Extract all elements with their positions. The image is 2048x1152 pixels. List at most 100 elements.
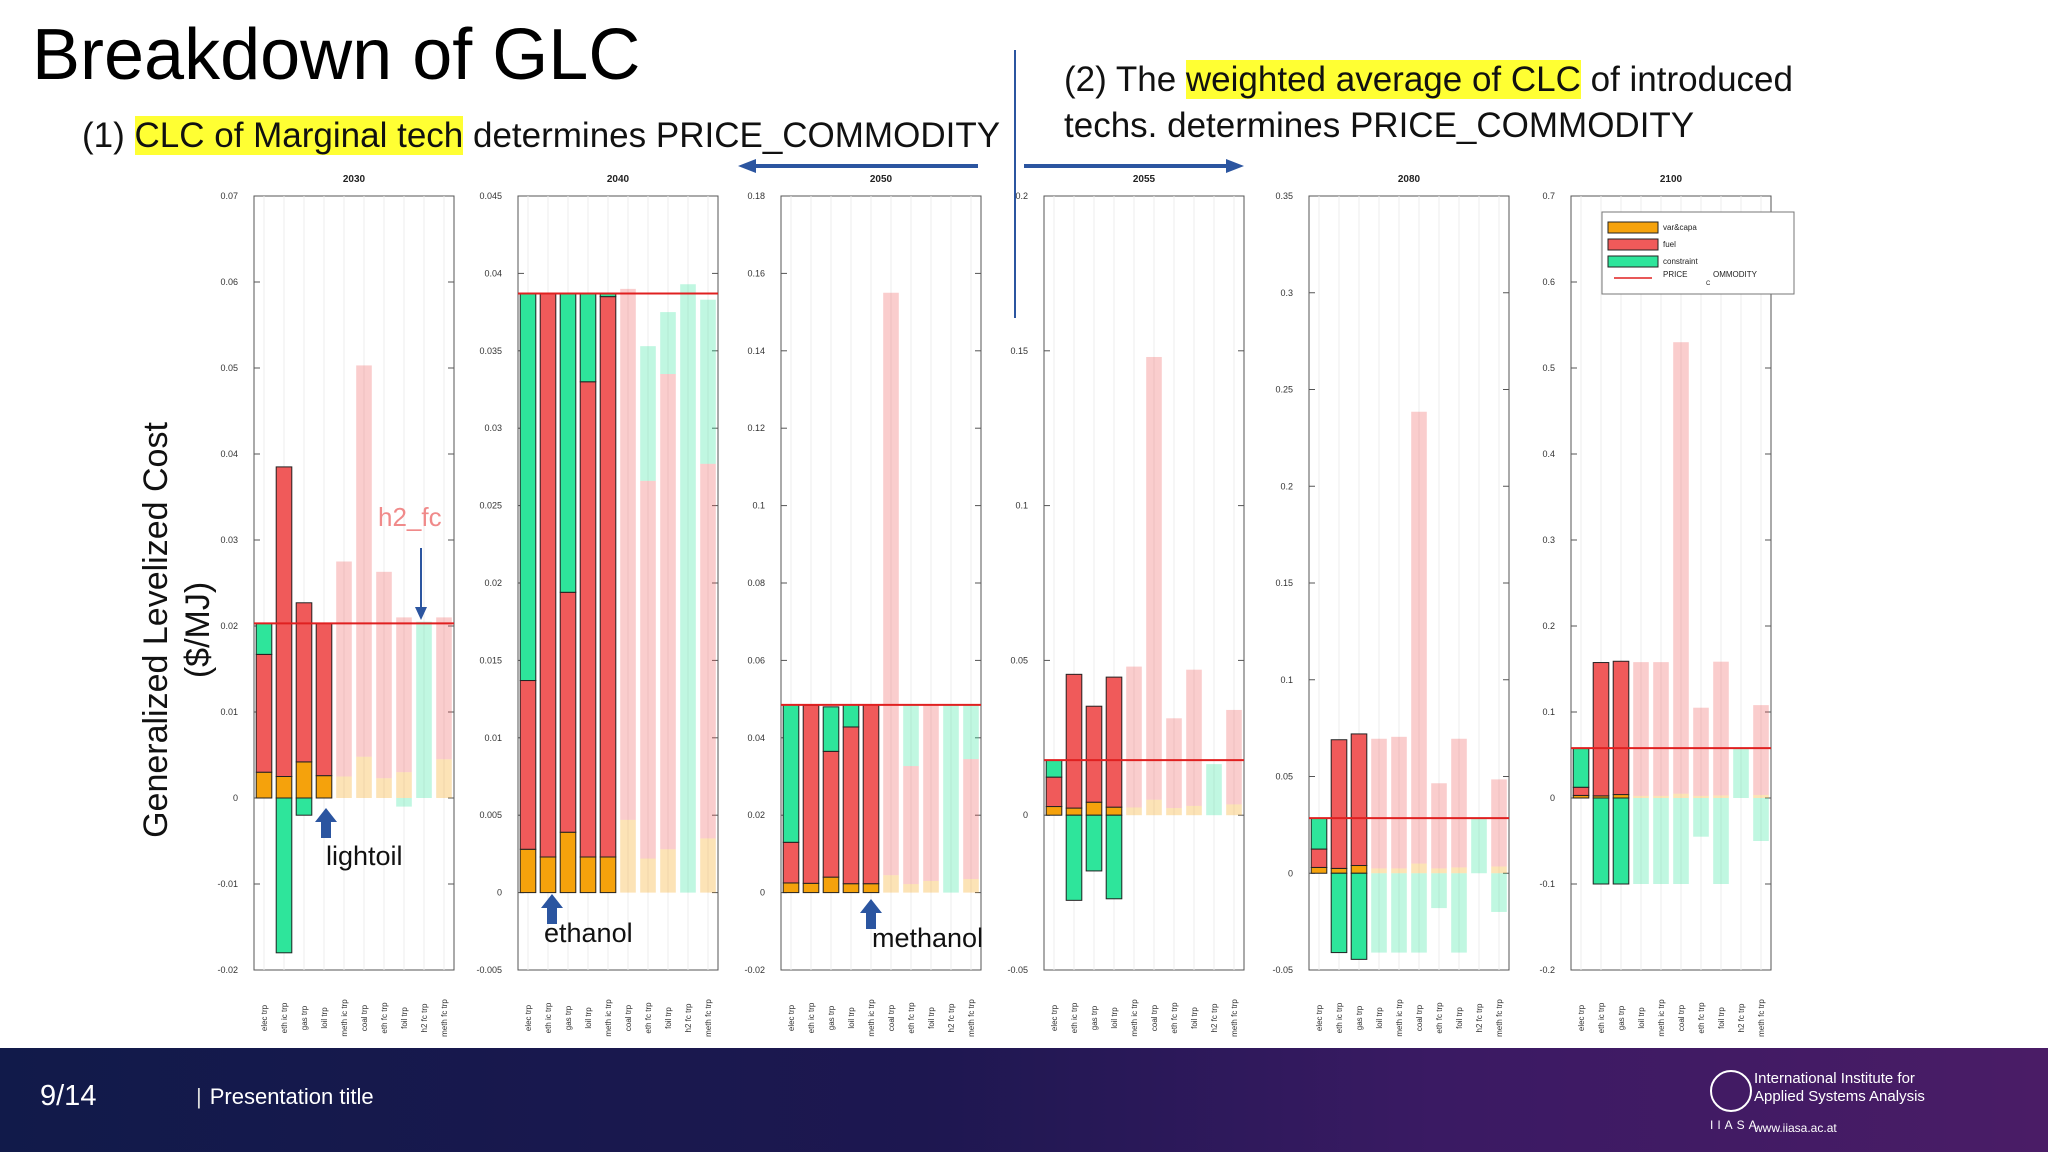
chart-title: 2055 — [1133, 174, 1156, 185]
y-tick-label: 0.18 — [747, 191, 765, 201]
bar-fuel-foil-trp — [923, 704, 939, 881]
legend-label-price-sub: C — [1706, 281, 1711, 287]
category-label: h2 fc trp — [1475, 1003, 1484, 1032]
bar-var-capa-loil-trp — [1371, 868, 1387, 874]
bar-fuel-foil-trp — [1186, 669, 1202, 806]
category-label: eth ic trp — [544, 1002, 553, 1033]
bar-var-capa-coal-trp — [620, 819, 636, 893]
bar-fuel-loil-trp — [1105, 676, 1123, 808]
y-tick-label: 0.3 — [1542, 535, 1555, 545]
presentation-title-text: Presentation title — [209, 1084, 374, 1109]
bar-fuel-loil-trp — [315, 622, 333, 777]
charts-canvas: -0.02 -0.01 0 0.01 0.02 0.03 0.04 0.05 0.06 0.07 2… — [217, 50, 1795, 1037]
bar-fuel-eth-fc-trp — [1166, 718, 1182, 809]
y-tick-label: 0 — [497, 888, 502, 898]
y-tick-label: 0.05 — [1010, 655, 1028, 665]
category-label: loil trp — [1110, 1007, 1119, 1029]
bar-var-capa-foil-trp — [923, 880, 939, 893]
bar-constraint-meth-fc-trp — [1491, 873, 1507, 912]
lightoil-arrow-icon — [315, 808, 337, 838]
category-label: loil trp — [1637, 1007, 1646, 1029]
y-tick-label: 0.3 — [1280, 288, 1293, 298]
y-tick-label: 0.07 — [220, 191, 238, 201]
bar-var-capa-elec-trp — [1310, 866, 1328, 874]
bar-fuel-eth-ic-trp — [275, 466, 293, 777]
bar-fuel-meth-fc-trp — [1226, 709, 1242, 805]
bar-constraint-h2-fc-trp — [1733, 748, 1749, 798]
bar-constraint-meth-fc-trp — [1753, 798, 1769, 841]
bar-fuel-eth-ic-trp — [802, 704, 820, 884]
bar-var-capa-coal-trp — [1673, 793, 1689, 798]
bar-fuel-coal-trp — [356, 365, 372, 757]
bar-fuel-eth-ic-trp — [539, 293, 557, 858]
bar-constraint-eth-fc-trp — [1693, 798, 1709, 837]
category-label: gas trp — [564, 1005, 573, 1030]
y-tick-label: 0.35 — [1275, 191, 1293, 201]
bar-var-capa-eth-fc-trp — [1431, 868, 1447, 874]
category-label: meth fc trp — [440, 999, 449, 1037]
y-tick-label: 0.03 — [220, 535, 238, 545]
bar-constraint-eth-ic-trp — [1330, 872, 1348, 954]
slide-title: Breakdown of GLC — [32, 15, 641, 95]
category-label: h2 fc trp — [684, 1003, 693, 1032]
y-tick-label: 0.1 — [1280, 675, 1293, 685]
category-label: coal trp — [1150, 1004, 1159, 1031]
category-label: gas trp — [300, 1005, 309, 1030]
category-label: gas trp — [827, 1005, 836, 1030]
category-label: eth ic trp — [280, 1002, 289, 1033]
chart-panel-2055: -0.05 0 0.05 0.1 0.15 0.2 2055 elec trp eth ic t… — [1007, 174, 1245, 1037]
y-tick-label: 0.2 — [1542, 621, 1555, 631]
bar-var-capa-foil-trp — [660, 849, 676, 893]
category-label: h2 fc trp — [1737, 1003, 1746, 1032]
y-tick-label: 0.2 — [1280, 481, 1293, 491]
y-tick-label: 0.4 — [1542, 449, 1555, 459]
ethanol-label: ethanol — [544, 918, 633, 948]
bar-fuel-gas-trp — [559, 591, 577, 833]
y-tick-label: 0.02 — [484, 578, 502, 588]
y-tick-label: 0.7 — [1542, 191, 1555, 201]
bar-constraint-loil-trp — [1371, 873, 1387, 953]
slide-annotations: h2_fc lightoil ethanol methanol — [315, 50, 1244, 953]
bar-fuel-meth-fc-trp — [700, 463, 716, 839]
bar-fuel-eth-ic-trp — [1592, 662, 1610, 797]
category-label: meth ic trp — [604, 999, 613, 1037]
bar-constraint-meth-fc-trp — [963, 704, 979, 760]
bar-var-capa-loil-trp — [579, 856, 597, 894]
category-label: foil trp — [1455, 1007, 1464, 1029]
y-tick-label: 0.1 — [1015, 501, 1028, 511]
category-label: coal trp — [1415, 1004, 1424, 1031]
category-label: eth fc trp — [1435, 1002, 1444, 1034]
bar-var-capa-coal-trp — [883, 875, 899, 893]
bar-constraint-elec-trp — [1310, 817, 1328, 850]
category-label: gas trp — [1355, 1005, 1364, 1030]
bar-var-capa-coal-trp — [1411, 863, 1427, 874]
bar-fuel-elec-trp — [519, 680, 537, 850]
bar-constraint-gas-trp — [822, 706, 840, 752]
category-label: coal trp — [624, 1004, 633, 1031]
y-tick-label: -0.2 — [1539, 965, 1555, 975]
bar-constraint-foil-trp — [1451, 873, 1467, 953]
note-marginal-tech: (1) CLC of Marginal tech determines PRIC… — [82, 113, 1000, 159]
category-label: meth fc trp — [1230, 999, 1239, 1037]
bar-fuel-elec-trp — [1310, 848, 1328, 868]
bar-fuel-foil-trp — [1451, 738, 1467, 868]
bar-fuel-gas-trp — [822, 750, 840, 878]
bar-var-capa-gas-trp — [1612, 794, 1630, 799]
y-tick-label: 0.04 — [220, 449, 238, 459]
bar-fuel-coal-trp — [1146, 356, 1162, 800]
logo-url: www.iiasa.ac.at — [1754, 1121, 1837, 1135]
category-label: foil trp — [400, 1007, 409, 1029]
bar-var-capa-foil-trp — [1451, 867, 1467, 874]
chart-panel-2080: -0.05 0 0.05 0.1 0.15 0.2 0.25 0.3 0.35 2080 elec … — [1272, 174, 1510, 1037]
y-tick-label: 0.06 — [747, 655, 765, 665]
legend-label-price-rest: OMMODITY — [1713, 270, 1758, 279]
bar-constraint-loil-trp — [1633, 798, 1649, 884]
y-tick-label: 0 — [1550, 793, 1555, 803]
bar-fuel-meth-fc-trp — [1753, 705, 1769, 795]
category-label: meth fc trp — [704, 999, 713, 1037]
y-tick-label: 0.05 — [220, 363, 238, 373]
bar-constraint-eth-fc-trp — [903, 704, 919, 767]
logo-abbr: IIASA — [1710, 1118, 1761, 1132]
footer-bar: 9/14 | Presentation title International I… — [0, 1048, 2048, 1152]
bar-constraint-eth-fc-trp — [1431, 873, 1447, 909]
